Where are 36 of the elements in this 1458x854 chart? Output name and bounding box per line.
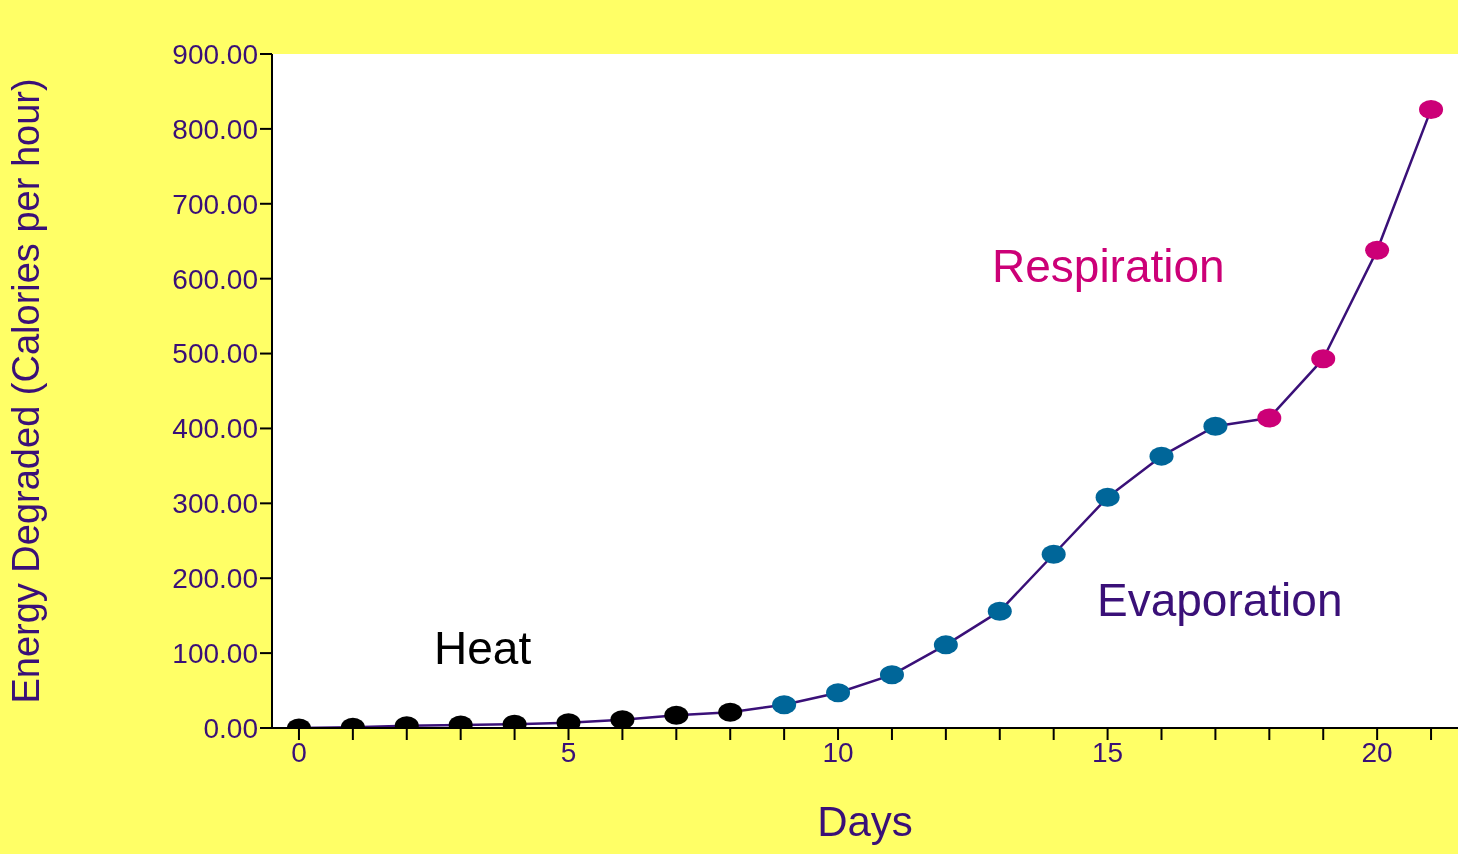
y-tick-label: 400.00 xyxy=(172,413,258,445)
annotation: Respiration xyxy=(992,240,1225,292)
y-tick-label: 500.00 xyxy=(172,338,258,370)
y-tick-label: 300.00 xyxy=(172,488,258,520)
y-tick-label: 0.00 xyxy=(203,712,258,744)
x-tick-label: 10 xyxy=(822,736,854,768)
x-tick-label: 5 xyxy=(560,736,577,768)
y-tick-label: 600.00 xyxy=(172,263,258,295)
point xyxy=(1419,99,1444,119)
x-axis-title: Days xyxy=(817,798,913,845)
y-tick-label: 200.00 xyxy=(172,563,258,595)
annotation: Evaporation xyxy=(1097,574,1343,626)
point xyxy=(1311,349,1336,369)
x-tick-label: 20 xyxy=(1361,736,1393,768)
point xyxy=(718,702,743,722)
point xyxy=(826,683,851,703)
x-tick-label: 15 xyxy=(1092,736,1124,768)
point xyxy=(933,635,958,655)
x-tick-label: 0 xyxy=(291,736,307,768)
annotation: Heat xyxy=(434,622,532,674)
y-tick-label: 700.00 xyxy=(172,188,258,220)
point xyxy=(1257,408,1282,428)
point xyxy=(1095,487,1120,507)
point xyxy=(879,665,904,685)
point xyxy=(1149,446,1174,466)
y-tick-label: 100.00 xyxy=(172,638,258,670)
y-tick-label: 900.00 xyxy=(172,38,258,70)
point xyxy=(1041,544,1066,564)
point xyxy=(610,710,635,728)
point xyxy=(987,601,1012,621)
point xyxy=(664,705,689,725)
y-tick-label: 800.00 xyxy=(172,113,258,145)
y-axis-title: Energy Degraded (Calories per hour) xyxy=(5,78,48,704)
point xyxy=(1203,416,1228,436)
point xyxy=(772,695,797,715)
point xyxy=(1365,240,1390,260)
